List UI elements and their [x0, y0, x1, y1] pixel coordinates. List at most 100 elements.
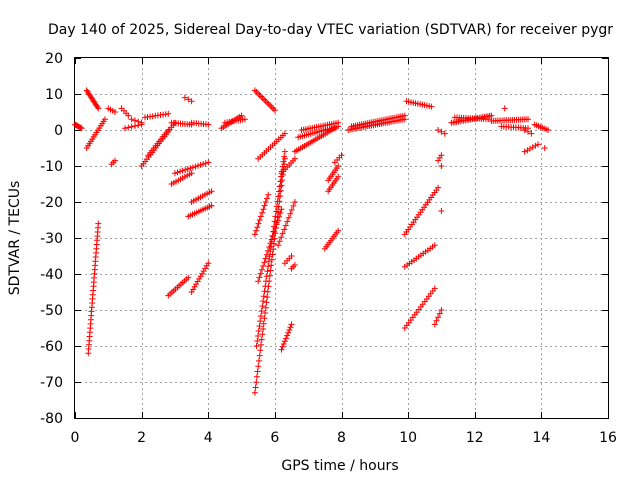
data-point: [192, 163, 199, 170]
data-point: [276, 188, 283, 195]
data-point: [257, 213, 264, 220]
data-point: [338, 152, 345, 159]
data-point: [261, 202, 268, 209]
data-point: [165, 127, 172, 133]
data-point: [265, 101, 272, 108]
data-point: [288, 321, 295, 328]
y-tick-label: 20: [45, 51, 63, 67]
data-point: [264, 268, 271, 275]
y-tick-label: -80: [40, 411, 63, 427]
data-point: [285, 214, 292, 221]
data-point: [263, 251, 270, 258]
y-tick-label: 0: [54, 123, 63, 139]
data-point: [488, 112, 495, 119]
data-point: [125, 112, 132, 119]
data-point: [268, 236, 275, 243]
data-point: [281, 226, 288, 233]
data-point: [438, 152, 445, 159]
data-point: [165, 110, 172, 117]
data-point: [200, 161, 207, 168]
data-point: [257, 347, 264, 354]
data-point: [257, 318, 264, 325]
data-point: [257, 270, 264, 277]
y-tick-label: 10: [45, 87, 63, 103]
data-point: [171, 170, 178, 177]
data-point: [260, 263, 267, 269]
data-point: [266, 244, 273, 251]
data-point: [202, 160, 209, 167]
y-tick-label: -50: [40, 303, 63, 319]
data-point: [438, 128, 445, 135]
data-point: [286, 327, 293, 333]
data-point: [78, 125, 85, 132]
data-point: [435, 184, 442, 191]
data-point: [261, 315, 268, 322]
data-point: [174, 169, 181, 176]
data-point: [267, 240, 274, 247]
x-tick-label: 12: [466, 430, 484, 446]
data-point: [431, 242, 438, 249]
data-point: [251, 231, 258, 238]
data-point: [288, 253, 295, 259]
data-point: [279, 230, 286, 237]
data-point: [431, 285, 438, 292]
data-point: [254, 368, 261, 375]
data-point: [433, 317, 440, 324]
data-point: [132, 123, 138, 129]
x-tick-label: 16: [599, 430, 617, 446]
data-point: [273, 203, 280, 210]
data-point: [255, 363, 262, 370]
data-point: [435, 127, 442, 133]
data-point: [282, 222, 289, 229]
data-point: [195, 162, 201, 169]
data-point: [281, 148, 288, 155]
data-point: [253, 343, 260, 349]
data-point: [259, 209, 266, 216]
data-point: [251, 87, 258, 94]
data-point: [264, 195, 270, 202]
data-point: [262, 283, 269, 290]
data-point: [541, 145, 548, 151]
x-tick-label: 2: [137, 430, 146, 446]
data-point: [290, 202, 297, 209]
data-point: [277, 210, 284, 216]
data-point: [128, 123, 135, 130]
y-tick-label: -40: [40, 267, 63, 283]
data-point: [273, 221, 280, 228]
data-point: [265, 258, 272, 265]
data-point: [263, 273, 270, 280]
data-point: [525, 128, 531, 135]
data-point: [135, 118, 142, 125]
grid: [75, 58, 608, 418]
x-tick-label: 8: [337, 430, 346, 446]
y-tick-label: -30: [40, 231, 63, 247]
data-point: [545, 127, 551, 133]
data-point: [258, 266, 265, 273]
data-point: [263, 278, 269, 285]
data-point: [179, 167, 186, 174]
x-axis-label: GPS time / hours: [281, 458, 398, 474]
data-point: [260, 326, 267, 332]
data-point: [535, 141, 541, 148]
data-point: [258, 336, 265, 343]
data-point: [182, 166, 189, 173]
data-point: [255, 278, 262, 285]
data-point: [281, 130, 288, 137]
data-point: [521, 127, 528, 133]
data-point: [271, 228, 278, 235]
data-point: [273, 208, 280, 215]
data-point: [274, 198, 281, 205]
data-point: [260, 206, 267, 213]
data-point: [264, 288, 271, 295]
data-point: [278, 206, 285, 213]
data-point: [401, 112, 408, 119]
data-point: [254, 338, 261, 344]
data-point: [276, 213, 283, 220]
data-point: [335, 119, 342, 126]
data-point: [441, 130, 448, 137]
data-point: [256, 357, 262, 364]
data-point: [281, 153, 288, 160]
data-point: [265, 191, 272, 198]
data-point: [529, 144, 536, 151]
